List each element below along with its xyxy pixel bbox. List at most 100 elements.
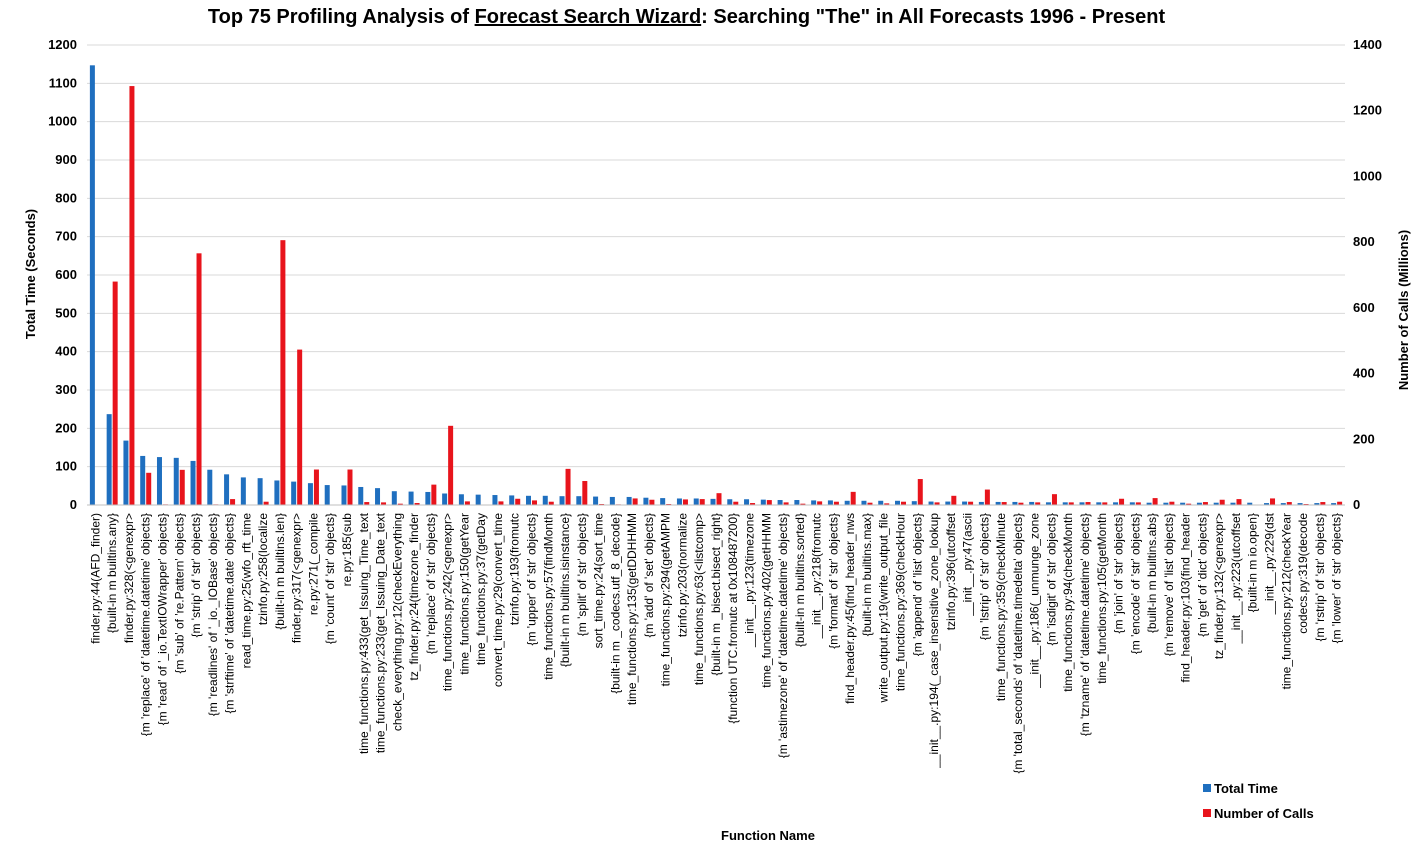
- category-label: __init__.py:223(utcoffset: [1229, 512, 1243, 644]
- y-tick-label: 100: [55, 459, 77, 474]
- category-label: {m 'isdigit' of 'str' objects}: [1044, 513, 1058, 646]
- bar-number-of-calls: [280, 240, 286, 505]
- bar-total-time: [911, 501, 917, 505]
- bar-total-time: [1297, 503, 1303, 505]
- bar-total-time: [442, 493, 448, 505]
- bar-number-of-calls: [1236, 499, 1242, 505]
- bar-number-of-calls: [1068, 502, 1074, 505]
- bar-total-time: [207, 469, 213, 505]
- bar-number-of-calls: [716, 493, 722, 505]
- bar-total-time: [156, 457, 162, 505]
- bar-number-of-calls: [1085, 502, 1091, 505]
- category-label: check_everything.py:12(checkEverything: [390, 513, 404, 731]
- y-tick-label: 400: [55, 344, 77, 359]
- bar-total-time: [844, 500, 850, 505]
- category-label: {m 'remove' of 'list' objects}: [1162, 513, 1176, 656]
- category-label: time_functions.py:105(getMonth: [1095, 513, 1109, 684]
- category-label: {m 'append' of 'list' objects}: [910, 513, 924, 656]
- bar-total-time: [1213, 502, 1219, 505]
- bar-total-time: [1264, 503, 1270, 505]
- y-tick-label: 300: [55, 382, 77, 397]
- x-axis-title: Function Name: [721, 828, 815, 843]
- bar-number-of-calls: [297, 349, 303, 505]
- legend-label-calls: Number of Calls: [1214, 806, 1314, 821]
- bar-total-time: [492, 495, 498, 505]
- bar-total-time: [1096, 502, 1102, 505]
- legend-swatch-calls: [1203, 809, 1211, 817]
- bar-number-of-calls: [833, 501, 839, 505]
- bar-number-of-calls: [850, 491, 856, 505]
- bar-total-time: [458, 494, 464, 505]
- bar-number-of-calls: [1102, 502, 1108, 505]
- bar-number-of-calls: [783, 502, 789, 505]
- category-label: finder.py:44(AFD_finder): [88, 513, 102, 644]
- chart-title-part-1: Top 75 Profiling Analysis of: [207, 6, 475, 28]
- bar-total-time: [794, 500, 800, 505]
- bar-total-time: [1129, 502, 1135, 505]
- bar-total-time: [89, 65, 95, 506]
- bar-number-of-calls: [699, 499, 705, 505]
- bar-number-of-calls: [984, 489, 990, 505]
- category-label: time_functions.py:212(checkYear: [1279, 513, 1293, 689]
- bar-number-of-calls: [1270, 498, 1276, 505]
- y-tick-label: 1100: [49, 75, 77, 90]
- chart-title-part-3: : Searching "The" in All Forecasts 1996 …: [701, 6, 1166, 28]
- y-tick-label: 1200: [48, 37, 77, 52]
- category-label: tz_finder.py:24(timezone_finder: [407, 513, 421, 680]
- bar-total-time: [928, 501, 934, 505]
- bar-number-of-calls: [381, 502, 387, 505]
- bar-total-time: [693, 498, 699, 505]
- chart-title-part-2: Forecast Search Wizard: [474, 6, 702, 28]
- category-label: tzinfo.py:203(normalize: [675, 513, 689, 637]
- bar-number-of-calls: [901, 501, 907, 505]
- bar-total-time: [475, 494, 481, 505]
- category-label: {m 'split' of 'str' objects}: [575, 513, 589, 636]
- bar-total-time: [375, 488, 381, 505]
- bar-number-of-calls: [884, 503, 890, 505]
- category-label: {built-in m builtins.sorted}: [793, 513, 807, 647]
- category-label: re.py:271(_compile: [306, 513, 320, 615]
- left-axis-ticks: 0 100 200 300 400 500 600 700 800 900 1000 1100 1200: [48, 37, 77, 512]
- category-label: time_functions.py:359(checkMinute: [994, 513, 1008, 701]
- bar-total-time: [576, 496, 582, 505]
- legend-label-total-time: Total Time: [1214, 781, 1278, 796]
- bar-number-of-calls: [934, 502, 940, 505]
- bar-total-time: [307, 483, 313, 505]
- bar-total-time: [274, 480, 280, 505]
- category-label: time_functions.py:402(getHHMM: [759, 513, 773, 688]
- y-tick-label: 800: [55, 190, 77, 205]
- bar-total-time: [978, 501, 984, 505]
- category-label: {m 'readlines' of '_io._IOBase' objects}: [206, 513, 220, 716]
- bar-number-of-calls: [196, 253, 202, 505]
- category-label: find_header.py:103(find_header: [1179, 513, 1193, 682]
- bar-number-of-calls: [968, 501, 974, 505]
- y2-tick-label: 1400: [1353, 37, 1382, 52]
- category-label: time_functions.py:135(getDDHHMM: [625, 513, 639, 705]
- y-tick-label: 200: [55, 420, 77, 435]
- bar-total-time: [1314, 503, 1320, 505]
- category-label: {built-in m _codecs.utf_8_decode}: [608, 513, 622, 694]
- bar-number-of-calls: [364, 502, 370, 505]
- bar-number-of-calls: [313, 469, 319, 505]
- bar-number-of-calls: [146, 472, 152, 505]
- y-tick-label: 600: [55, 267, 77, 282]
- bar-total-time: [1230, 502, 1236, 505]
- category-label: {m 'get' of 'dict' objects}: [1195, 513, 1209, 637]
- bar-number-of-calls: [179, 469, 185, 505]
- bar-total-time: [257, 478, 263, 505]
- category-label: tzinfo.py:258(localize: [256, 513, 270, 625]
- bar-number-of-calls: [565, 468, 571, 505]
- bar-number-of-calls: [1135, 502, 1141, 505]
- category-label: {m 'total_seconds' of 'datetime.timedelt…: [1011, 513, 1025, 774]
- bar-number-of-calls: [951, 495, 957, 505]
- y-tick-label: 0: [70, 497, 77, 512]
- bar-number-of-calls: [347, 469, 353, 505]
- category-label: {m 'astimezone' of 'datetime.datetime' o…: [776, 513, 790, 758]
- category-label: {built-in m builtins.any}: [105, 513, 119, 633]
- bar-number-of-calls: [867, 502, 873, 505]
- category-label: __init__.py:186(_unmunge_zone: [1028, 513, 1042, 689]
- bar-total-time: [593, 496, 599, 505]
- bar-total-time: [1163, 502, 1169, 505]
- bar-total-time: [760, 499, 766, 505]
